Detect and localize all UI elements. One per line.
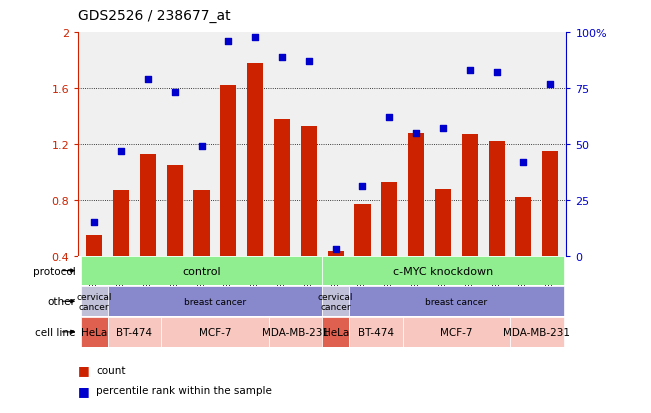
Bar (516, 197, 531, 312)
Bar (274, 119, 290, 312)
Text: other: other (48, 297, 76, 306)
Point (545, 81, 555, 88)
Text: breast cancer: breast cancer (425, 297, 488, 306)
Point (465, 68, 475, 74)
Text: HeLa: HeLa (81, 327, 107, 337)
Bar (193, 190, 210, 312)
Bar (349, 317, 403, 347)
Bar (301, 126, 317, 312)
Bar (408, 133, 424, 312)
Text: control: control (182, 266, 221, 276)
Bar (435, 189, 451, 312)
Bar (322, 317, 349, 347)
Bar (269, 317, 322, 347)
Bar (113, 190, 129, 312)
Point (303, 59, 314, 65)
Text: cell line: cell line (35, 327, 76, 337)
Bar (488, 142, 505, 312)
Bar (327, 252, 344, 312)
Text: protocol: protocol (33, 266, 76, 276)
Text: cervical
cancer: cervical cancer (76, 292, 112, 311)
Text: count: count (96, 365, 126, 375)
Bar (81, 256, 322, 286)
Bar (349, 287, 564, 316)
Point (357, 184, 368, 190)
Point (250, 34, 260, 41)
Text: HeLa: HeLa (322, 327, 349, 337)
Point (89, 219, 100, 226)
Text: cervical
cancer: cervical cancer (318, 292, 353, 311)
Bar (381, 182, 397, 312)
Point (116, 148, 126, 154)
Bar (462, 135, 478, 312)
Point (411, 130, 421, 137)
Bar (322, 287, 349, 316)
Bar (140, 154, 156, 312)
Text: BT-474: BT-474 (117, 327, 152, 337)
Point (143, 76, 153, 83)
Bar (220, 86, 236, 312)
Bar (86, 235, 102, 312)
Bar (542, 152, 559, 312)
Text: ■: ■ (78, 363, 90, 376)
Point (197, 143, 207, 150)
Bar (107, 317, 161, 347)
Bar (81, 317, 107, 347)
Text: c-MYC knockdown: c-MYC knockdown (393, 266, 493, 276)
Text: MCF-7: MCF-7 (440, 327, 473, 337)
Point (331, 246, 341, 253)
Bar (403, 317, 510, 347)
Text: MDA-MB-231: MDA-MB-231 (503, 327, 570, 337)
Bar (247, 64, 263, 312)
Bar (161, 317, 269, 347)
Point (223, 39, 234, 45)
Bar (510, 317, 564, 347)
Text: breast cancer: breast cancer (184, 297, 246, 306)
Point (277, 54, 287, 61)
Text: ■: ■ (78, 384, 90, 397)
Text: GDS2526 / 238677_at: GDS2526 / 238677_at (78, 9, 230, 23)
Text: MDA-MB-231: MDA-MB-231 (262, 327, 329, 337)
Point (518, 159, 529, 166)
Bar (322, 256, 564, 286)
Point (384, 114, 395, 121)
Text: MCF-7: MCF-7 (199, 327, 231, 337)
Point (492, 70, 502, 76)
Text: percentile rank within the sample: percentile rank within the sample (96, 385, 272, 395)
Text: BT-474: BT-474 (358, 327, 394, 337)
Bar (354, 204, 370, 312)
Bar (107, 287, 322, 316)
Point (437, 126, 448, 132)
Bar (167, 166, 183, 312)
Bar (81, 287, 107, 316)
Point (169, 90, 180, 97)
